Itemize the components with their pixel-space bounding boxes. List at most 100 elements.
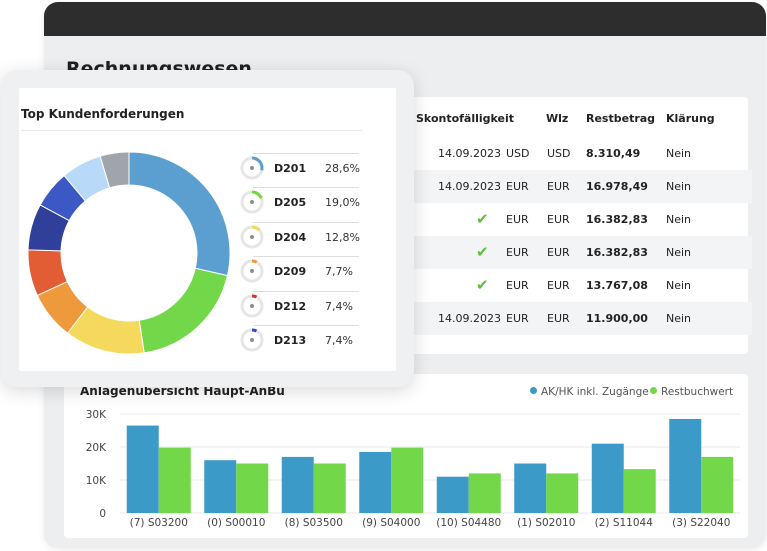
- legend-divider: [253, 290, 359, 292]
- progress-ring-icon: [240, 225, 264, 249]
- x-tick-label: (9) S04000: [362, 517, 420, 529]
- bar-chart-plot: 0 10K 20K 30K (7) S03200 (0) S00010 (8) S03500…: [86, 409, 740, 529]
- legend-percentage: 19,0%: [325, 196, 360, 210]
- legend-item-d212[interactable]: D212 7,4%: [239, 290, 359, 323]
- currency-cell: EUR: [506, 246, 529, 259]
- wlz-cell: EUR: [547, 246, 570, 259]
- bar-restbuchwert[interactable]: [623, 469, 656, 513]
- legend-percentage: 12,8%: [325, 230, 360, 244]
- bar-restbuchwert[interactable]: [313, 463, 346, 514]
- legend-divider: [253, 153, 359, 154]
- donut-chart: [27, 151, 231, 355]
- legend-item-restbuchwert[interactable]: Restbuchwert: [650, 386, 733, 398]
- legend-item-d205[interactable]: D205 19,0%: [239, 187, 360, 219]
- legend-item-d209[interactable]: D209 7,7%: [239, 256, 359, 288]
- column-header-restbetrag[interactable]: Restbetrag: [586, 112, 656, 125]
- legend-divider: [253, 221, 359, 223]
- legend-percentage: 7,7%: [325, 265, 353, 279]
- y-tick-label: 10K: [86, 475, 107, 487]
- table-row[interactable]: 14.09.2023 USD USD 8.310,49 Nein: [64, 137, 752, 170]
- column-header-skonto[interactable]: Skontofälligkeit: [416, 112, 515, 125]
- check-icon: ✔: [476, 276, 489, 294]
- wlz-cell: EUR: [547, 213, 570, 226]
- x-tick-label: (10) S04480: [436, 517, 501, 529]
- y-tick-label: 20K: [86, 442, 107, 454]
- donut-slice[interactable]: [99, 151, 130, 189]
- bar-restbuchwert[interactable]: [391, 447, 424, 513]
- restbetrag-cell: 16.382,83: [586, 213, 648, 226]
- progress-ring-icon: [240, 259, 264, 283]
- bar-restbuchwert[interactable]: [158, 447, 191, 513]
- legend-code: D212: [274, 299, 307, 313]
- bar-restbuchwert[interactable]: [546, 473, 579, 513]
- wlz-cell: EUR: [547, 312, 570, 325]
- bar-ak[interactable]: [359, 451, 392, 513]
- bar-ak[interactable]: [514, 463, 547, 514]
- donut-slice[interactable]: [128, 151, 231, 277]
- legend-code: D201: [274, 162, 307, 175]
- legend-percentage: 28,6%: [325, 162, 360, 175]
- legend-dot-icon: [650, 387, 657, 394]
- x-tick-label: (2) S11044: [595, 517, 654, 529]
- legend-code: D213: [274, 334, 307, 347]
- legend-item-d204[interactable]: D204 12,8%: [239, 221, 360, 254]
- legend-code: D204: [274, 230, 307, 244]
- column-header-wlz[interactable]: Wlz: [546, 112, 569, 125]
- legend-item-d213[interactable]: D213 7,4%: [239, 325, 359, 357]
- legend-divider: [253, 325, 359, 326]
- restbetrag-cell: 13.767,08: [586, 279, 648, 292]
- top-receivables-card: Top Kundenforderungen D201 28,6% D205 19,0%…: [1, 70, 414, 387]
- legend-item-d201[interactable]: D201 28,6%: [239, 153, 360, 185]
- skonto-date: 14.09.2023: [438, 180, 501, 193]
- bar-ak[interactable]: [204, 460, 237, 513]
- bar-ak[interactable]: [436, 476, 469, 513]
- currency-cell: EUR: [506, 312, 529, 325]
- bar-restbuchwert[interactable]: [236, 463, 269, 514]
- currency-cell: EUR: [506, 279, 529, 292]
- bar-restbuchwert[interactable]: [701, 456, 734, 513]
- progress-ring-icon: [240, 294, 264, 318]
- legend-divider: [253, 256, 359, 258]
- legend-percentage: 7,4%: [325, 334, 353, 347]
- progress-ring-icon: [240, 156, 264, 180]
- asset-overview-chart: Anlagenübersicht Haupt-AnBu AK/HK inkl. …: [64, 374, 748, 538]
- bar-ak[interactable]: [591, 443, 624, 513]
- skonto-date: 14.09.2023: [438, 147, 501, 160]
- bar-ak[interactable]: [281, 456, 314, 513]
- legend-percentage: 7,4%: [325, 299, 353, 313]
- legend-dot-icon: [530, 387, 537, 394]
- restbetrag-cell: 11.900,00: [586, 312, 648, 325]
- restbetrag-cell: 16.382,83: [586, 246, 648, 259]
- klaerung-cell: Nein: [666, 180, 692, 193]
- y-tick-label: 30K: [86, 409, 107, 421]
- legend-item-ak[interactable]: AK/HK inkl. Zugänge: [530, 386, 649, 398]
- currency-cell: EUR: [506, 213, 529, 226]
- klaerung-cell: Nein: [666, 213, 692, 226]
- divider: [21, 130, 362, 131]
- progress-ring-icon: [240, 190, 264, 214]
- bar-restbuchwert[interactable]: [468, 473, 501, 513]
- donut-slice[interactable]: [138, 267, 229, 354]
- bar-ak[interactable]: [669, 418, 702, 513]
- table-row[interactable]: ✔ EUR EUR 13.767,08 Nein: [64, 269, 752, 302]
- restbetrag-cell: 8.310,49: [586, 147, 641, 160]
- skonto-date: 14.09.2023: [438, 312, 501, 325]
- table-row[interactable]: ✔ EUR EUR 16.382,83 Nein: [64, 203, 752, 236]
- klaerung-cell: Nein: [666, 246, 692, 259]
- klaerung-cell: Nein: [666, 147, 692, 160]
- wlz-cell: EUR: [547, 279, 570, 292]
- restbetrag-cell: 16.978,49: [586, 180, 648, 193]
- check-icon: ✔: [476, 210, 489, 228]
- check-icon: ✔: [476, 243, 489, 261]
- legend-code: D205: [274, 196, 307, 210]
- legend-code: D209: [274, 265, 307, 279]
- wlz-cell: EUR: [547, 180, 570, 193]
- top-bar: [44, 2, 766, 36]
- wlz-cell: USD: [547, 147, 571, 160]
- x-tick-label: (3) S22040: [672, 517, 730, 529]
- x-tick-label: (8) S03500: [285, 517, 343, 529]
- column-header-klaerung[interactable]: Klärung: [666, 112, 715, 125]
- currency-cell: USD: [506, 147, 530, 160]
- y-tick-label: 0: [99, 508, 106, 520]
- bar-ak[interactable]: [126, 425, 159, 513]
